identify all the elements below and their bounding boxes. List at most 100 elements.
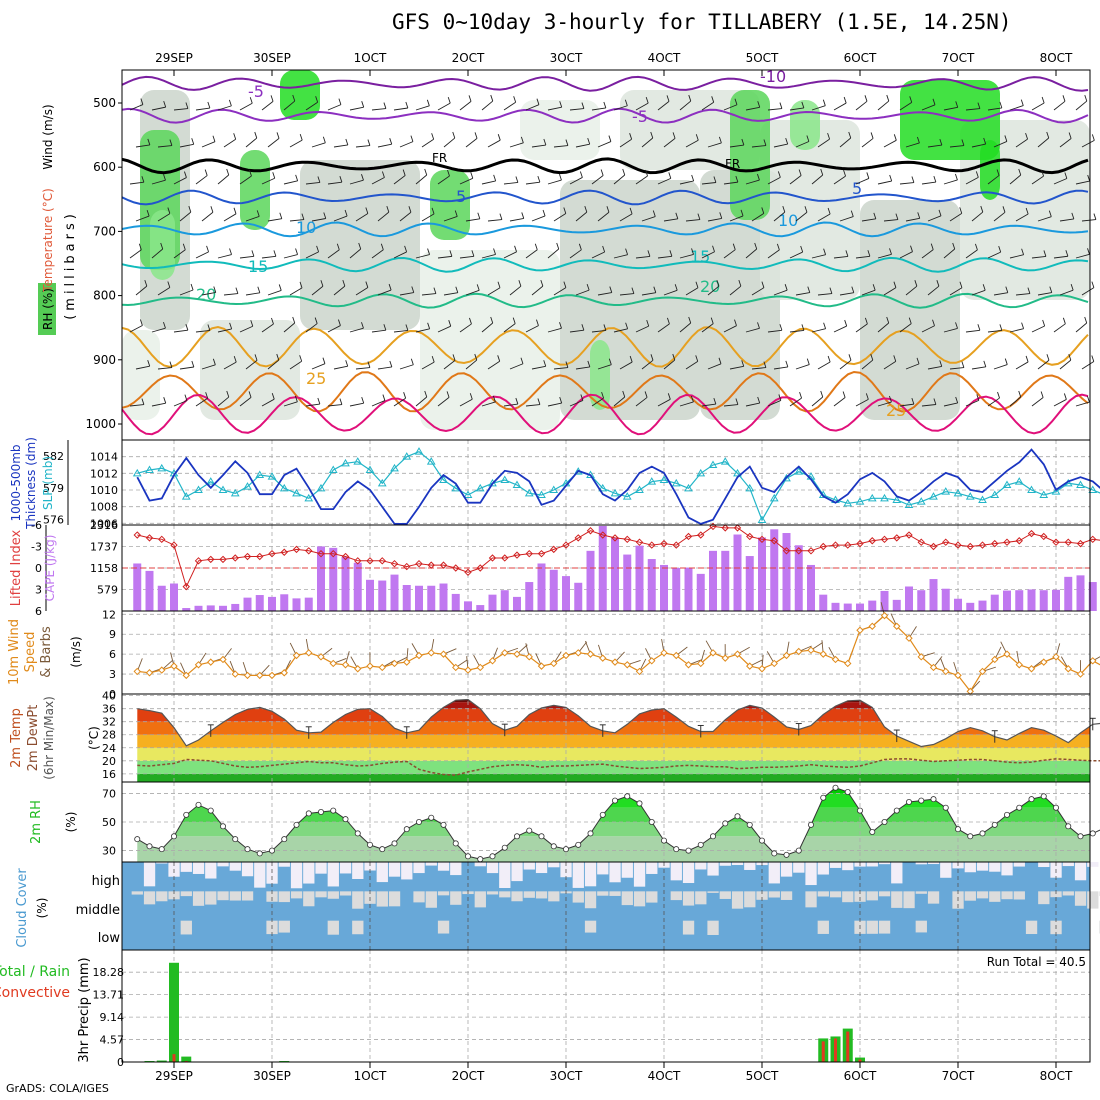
- wind-barb-flag: [916, 357, 920, 365]
- li-marker: [329, 549, 337, 558]
- slp-marker: [328, 465, 338, 473]
- wind-barb-flag: [870, 132, 874, 139]
- rh-shading-area: [900, 80, 1000, 160]
- wind-barb-flag: [666, 95, 670, 102]
- li-marker: [905, 531, 913, 539]
- wind-barb-flag: [586, 283, 590, 291]
- wind-barb-flag: [695, 281, 699, 288]
- wind-barb: [993, 364, 1008, 370]
- wind-barb: [767, 249, 780, 259]
- contour-label: -10: [760, 67, 786, 86]
- wind-barb-flag: [889, 174, 893, 182]
- rh-tick-label: 70: [102, 787, 116, 800]
- wind-speed-marker: [880, 611, 889, 620]
- wind-barb-flag: [212, 135, 216, 142]
- wind-barb-flag: [938, 209, 942, 216]
- wind-barb-flag: [850, 210, 854, 217]
- wind-speed-marker: [929, 663, 938, 672]
- wind-barb: [371, 177, 385, 185]
- wind-barb: [1037, 216, 1052, 222]
- wind-barb-flag: [146, 209, 150, 217]
- wind-legend-label: Wind (m/s): [41, 104, 55, 169]
- wind-barb: [487, 219, 502, 222]
- cloud-cell: [1050, 891, 1062, 898]
- rh-marker: [207, 807, 214, 814]
- wind-barb: [861, 138, 874, 148]
- cape-bar: [892, 599, 901, 611]
- cape-bar: [660, 564, 668, 611]
- wind-barb: [833, 325, 847, 333]
- panel-axis-label: Thickness (dm): [24, 437, 38, 530]
- slp-marker: [1027, 485, 1036, 493]
- wind-barb: [575, 289, 590, 296]
- x-date-top: 29SEP: [155, 51, 193, 65]
- cloud-cell: [695, 891, 707, 905]
- wind-barb: [531, 144, 546, 148]
- wind-barb-flag: [455, 286, 459, 293]
- wind-barb: [613, 105, 628, 111]
- wind-tick-label: 0: [109, 688, 116, 701]
- cloud-cell: [878, 920, 891, 934]
- cape-bar: [856, 603, 864, 611]
- contour-label: 25: [306, 369, 326, 388]
- cloud-cell: [989, 862, 1001, 872]
- wind-barb: [1075, 322, 1087, 333]
- wind-barb-flag: [939, 138, 943, 146]
- convective-bar: [172, 1054, 176, 1062]
- wind-barb-flag: [741, 138, 745, 146]
- wind-barb: [487, 360, 500, 370]
- cape-bar: [537, 563, 546, 611]
- wind-barb-flag: [763, 361, 767, 368]
- wind-barb-flag: [299, 281, 303, 288]
- wind-speed-marker: [942, 667, 950, 676]
- wind-barb-flag: [471, 250, 475, 257]
- wind-barb: [531, 215, 546, 222]
- cloud-cell: [854, 891, 866, 902]
- wind-barb-flag: [864, 317, 868, 325]
- wind-barb-flag: [954, 173, 958, 181]
- wind-barb-flag: [782, 205, 786, 213]
- wind-barb: [525, 404, 540, 407]
- cape-bar: [647, 559, 656, 611]
- cloud-cell: [535, 862, 548, 874]
- wind-barb-flag: [299, 133, 303, 141]
- wind-barb-flag: [188, 205, 192, 213]
- rh-marker: [489, 853, 496, 860]
- rh-marker: [538, 833, 545, 840]
- slp-marker: [512, 480, 522, 488]
- wind-barb-flag: [499, 213, 503, 220]
- cloud-cell: [474, 862, 486, 867]
- slp-marker: [941, 487, 951, 495]
- cloud-cell: [548, 891, 560, 902]
- wind-barb-flag: [389, 138, 393, 145]
- x-date-bottom: 3OCT: [550, 1069, 583, 1083]
- cape-bar: [292, 598, 301, 611]
- wind-barb: [201, 211, 214, 222]
- wind-label-part: (m/s): [69, 636, 83, 667]
- x-date-bottom: 7OCT: [942, 1069, 975, 1083]
- cape-bar: [194, 605, 203, 611]
- wind-barb: [745, 248, 757, 259]
- wind-barb-flag: [210, 206, 214, 213]
- rh-marker: [1053, 804, 1060, 811]
- wind-barb: [327, 249, 340, 259]
- cloud-cell: [964, 862, 976, 873]
- temp-color-band: [137, 760, 1090, 774]
- cape-bar: [133, 563, 142, 611]
- wind-barb-flag: [629, 133, 633, 140]
- wind-barb-flag: [493, 248, 496, 255]
- cloud-cell: [1062, 862, 1074, 867]
- wind-barb: [993, 292, 1008, 296]
- wind-barb-flag: [1018, 168, 1022, 176]
- li-marker: [439, 561, 448, 569]
- wind-barb: [575, 366, 590, 370]
- wind-barb: [267, 218, 282, 222]
- li-marker: [893, 534, 901, 542]
- wind-barb-flag: [139, 319, 143, 326]
- wind-barb-flag: [490, 94, 494, 102]
- wind-barb: [855, 398, 869, 407]
- wind-barb: [789, 329, 804, 333]
- cloud-cell: [744, 891, 756, 908]
- wind-barb: [349, 106, 364, 111]
- wind-barb-flag: [212, 358, 216, 365]
